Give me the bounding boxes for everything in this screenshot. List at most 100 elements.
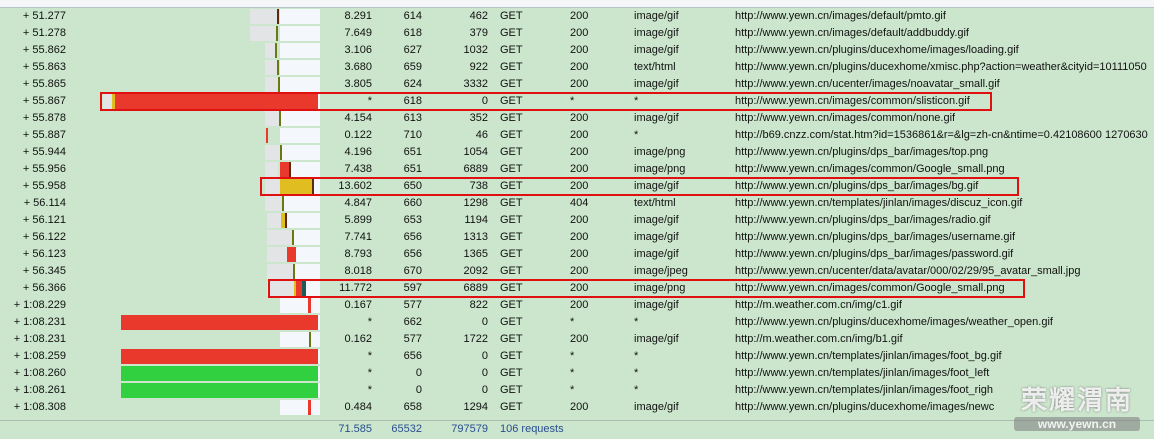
table-row[interactable]: + 55.887 0.122 710 46 GET 200 * http://b69.cnzz… (0, 127, 1154, 144)
timeline-cell (100, 128, 320, 143)
timeline-background (280, 9, 320, 24)
method: GET (500, 316, 523, 328)
bytes-received: 3332 (463, 78, 488, 90)
method: GET (500, 95, 523, 107)
bytes-sent: 627 (403, 44, 422, 56)
table-row[interactable]: + 55.956 7.438 651 6889 GET 200 image/png http:… (0, 161, 1154, 178)
method: GET (500, 44, 523, 56)
table-row[interactable]: + 1:08.231 0.162 577 1722 GET 200 image/gif htt… (0, 331, 1154, 348)
table-row[interactable]: + 1:08.229 0.167 577 822 GET 200 image/gif http… (0, 297, 1154, 314)
url: http://www.yewn.cn/plugins/ducexhome/ima… (735, 401, 995, 413)
duration: * (367, 350, 372, 362)
url: http://www.yewn.cn/plugins/dps_bar/image… (735, 180, 979, 192)
started-time: + 55.878 (22, 112, 66, 124)
started-time: + 55.944 (22, 146, 66, 158)
duration: 11.772 (339, 282, 372, 294)
status-code: 200 (570, 265, 589, 277)
table-row[interactable]: + 56.114 4.847 660 1298 GET 404 text/html http:… (0, 195, 1154, 212)
duration: 8.291 (344, 10, 372, 22)
content-type: image/gif (634, 299, 679, 311)
duration: 3.680 (344, 61, 372, 73)
table-row[interactable]: + 55.863 3.680 659 922 GET 200 text/html http:/… (0, 59, 1154, 76)
bytes-received: 46 (475, 129, 488, 141)
duration: 4.847 (344, 197, 372, 209)
started-time: + 56.122 (22, 231, 66, 243)
table-row[interactable]: + 1:08.231 * 662 0 GET * * http://www.yewn.cn/p… (0, 314, 1154, 331)
timeline-bar (289, 162, 291, 177)
timeline-bar (281, 213, 285, 228)
bytes-sent: 660 (403, 197, 422, 209)
bytes-sent: 658 (403, 401, 422, 413)
url: http://www.yewn.cn/plugins/dps_bar/image… (735, 146, 989, 158)
status-code: 200 (570, 299, 589, 311)
table-row[interactable]: + 1:08.261 * 0 0 GET * * http://www.yewn.cn/tem… (0, 382, 1154, 399)
highlight-box (100, 92, 992, 111)
content-type: image/gif (634, 214, 679, 226)
table-row[interactable]: + 1:08.259 * 656 0 GET * * http://www.yewn.cn/t… (0, 348, 1154, 365)
table-row[interactable]: + 55.944 4.196 651 1054 GET 200 image/png http:… (0, 144, 1154, 161)
bytes-sent: 651 (403, 163, 422, 175)
method: GET (500, 350, 523, 362)
bytes-received: 1298 (463, 197, 488, 209)
bytes-sent: 597 (403, 282, 422, 294)
duration: 4.196 (344, 146, 372, 158)
content-type: * (634, 316, 639, 328)
timeline-cell (100, 94, 320, 109)
table-row[interactable]: + 55.862 3.106 627 1032 GET 200 image/gif http:… (0, 42, 1154, 59)
table-row[interactable]: + 56.366 11.772 597 6889 GET 200 image/png http… (0, 280, 1154, 297)
timeline-idle-segment (265, 162, 278, 177)
table-row[interactable]: + 1:08.308 0.484 658 1294 GET 200 image/gif htt… (0, 399, 1154, 416)
started-time: + 51.277 (22, 10, 66, 22)
bytes-received: 379 (469, 27, 488, 39)
timeline-cell (100, 43, 320, 58)
table-row[interactable]: + 56.121 5.899 653 1194 GET 200 image/gif http:… (0, 212, 1154, 229)
bytes-received: 1294 (463, 401, 488, 413)
duration: 0.162 (344, 333, 372, 345)
table-row[interactable]: + 56.123 8.793 656 1365 GET 200 image/gif http:… (0, 246, 1154, 263)
content-type: image/gif (634, 27, 679, 39)
bytes-sent: 656 (403, 248, 422, 260)
status-code: 200 (570, 180, 589, 192)
timeline-cell (100, 400, 320, 415)
content-type: image/gif (634, 180, 679, 192)
started-time: + 56.123 (22, 248, 66, 260)
table-row[interactable]: + 1:08.260 * 0 0 GET * * http://www.yewn.cn/tem… (0, 365, 1154, 382)
duration: * (367, 384, 372, 396)
table-row[interactable]: + 51.278 7.649 618 379 GET 200 image/gif http:/… (0, 25, 1154, 42)
timeline-cell (100, 26, 320, 41)
bytes-received: 1365 (463, 248, 488, 260)
timeline-cell (100, 383, 320, 398)
status-code: 200 (570, 112, 589, 124)
table-row[interactable]: + 55.878 4.154 613 352 GET 200 image/gif http:/… (0, 110, 1154, 127)
table-row[interactable]: + 51.277 8.291 614 462 GET 200 image/gif http:/… (0, 8, 1154, 25)
table-row[interactable]: + 55.865 3.805 624 3332 GET 200 image/gif http:… (0, 76, 1154, 93)
timeline-idle-segment (265, 43, 275, 58)
content-type: image/gif (634, 78, 679, 90)
url: http://www.yewn.cn/plugins/ducexhome/xmi… (735, 61, 1147, 73)
content-type: * (634, 350, 639, 362)
timeline-bar (293, 264, 295, 279)
total-sent: 65532 (391, 423, 422, 435)
bytes-sent: 656 (403, 231, 422, 243)
started-time: + 56.121 (22, 214, 66, 226)
content-type: image/gif (634, 401, 679, 413)
started-time: + 55.958 (22, 180, 66, 192)
duration: 13.602 (338, 180, 372, 192)
duration: 0.122 (344, 129, 372, 141)
timeline-cell (100, 264, 320, 279)
duration: 8.793 (344, 248, 372, 260)
content-type: text/html (634, 61, 676, 73)
method: GET (500, 214, 523, 226)
table-row[interactable]: + 56.345 8.018 670 2092 GET 200 image/jpeg http… (0, 263, 1154, 280)
content-type: image/gif (634, 44, 679, 56)
timeline-idle-segment (265, 77, 278, 92)
table-row[interactable]: + 55.867 * 618 0 GET * * http://www.yewn.cn/ima… (0, 93, 1154, 110)
timeline-bar (121, 383, 318, 398)
bytes-received: 822 (469, 299, 488, 311)
started-time: + 55.887 (22, 129, 66, 141)
table-row[interactable]: + 56.122 7.741 656 1313 GET 200 image/gif http:… (0, 229, 1154, 246)
table-row[interactable]: + 55.958 13.602 650 738 GET 200 image/gif http:… (0, 178, 1154, 195)
status-code: 404 (570, 197, 589, 209)
bytes-sent: 710 (403, 129, 422, 141)
bytes-received: 0 (481, 95, 488, 107)
